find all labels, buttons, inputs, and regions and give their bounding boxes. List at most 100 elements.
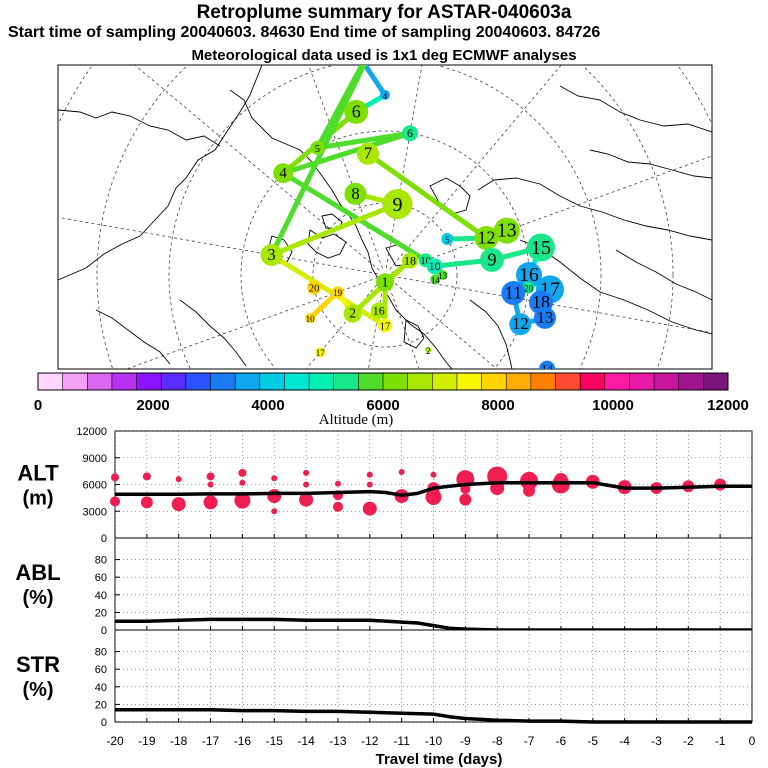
page-title: Retroplume summary for ASTAR-040603a (196, 2, 572, 23)
plume-marker-dot (302, 30, 312, 40)
altitude-scatter-point (430, 471, 437, 478)
colorbar-swatch (580, 373, 606, 390)
colorbar-swatch (185, 373, 211, 390)
plume-marker-dot (518, 408, 538, 428)
colorbar-tick-label: 2000 (136, 397, 169, 414)
plume-marker-dot (378, 318, 392, 333)
plume-marker: 18 (353, 26, 365, 38)
meridian-line (389, 65, 562, 270)
y-tick-label: 20 (95, 607, 107, 619)
colorbar-swatch (210, 373, 236, 390)
plume-marker: 2 (425, 346, 432, 356)
y-tick-label: 6000 (83, 480, 107, 492)
altitude-colorbar: 0 2000 4000 6000 8000 10000 12000 (34, 372, 749, 414)
y-tick-label: 80 (95, 647, 107, 659)
plume-marker-dot (273, 163, 294, 184)
altitude-scatter-point (303, 469, 310, 476)
altitude-scatter-point (334, 480, 341, 487)
plume-marker: 4 (273, 163, 294, 184)
x-tick-label: -5 (587, 734, 598, 748)
panel-title: STR (16, 652, 60, 677)
plume-track-segment (280, 130, 413, 176)
plume-marker: 12 (509, 313, 532, 336)
altitude-scatter-point (366, 481, 373, 488)
plume-marker-dot (370, 302, 387, 319)
plume-track-segment (269, 65, 367, 258)
y-tick-label: 40 (95, 590, 107, 602)
meridian-line (58, 216, 378, 275)
altitude-scatter-point (553, 473, 568, 488)
plume-marker: 13 (437, 270, 448, 281)
colorbar-swatch (136, 373, 162, 390)
plume-track-segment (365, 151, 489, 241)
plume-marker: 5 (310, 140, 325, 155)
colorbar-swatch (383, 373, 409, 390)
plume-marker-label: 15 (520, 410, 535, 426)
plume-marker: 4 (380, 90, 390, 101)
latitude-circle (168, 65, 602, 369)
plume-marker-dot (376, 273, 394, 292)
plume-marker-label: 10 (420, 256, 431, 267)
y-tick-label: 9000 (83, 453, 107, 465)
plume-marker-label: 12 (348, 43, 359, 54)
plume-marker: 15 (518, 408, 538, 428)
plume-marker-dot (437, 270, 448, 280)
altitude-scatter-point (332, 501, 343, 512)
plume-marker-label: 4 (383, 91, 388, 101)
altitude-scatter-point (459, 493, 472, 506)
plume-marker-label: 10 (306, 314, 316, 324)
plume-track-segment (307, 289, 341, 321)
altitude-scatter-point (203, 495, 218, 510)
plume-marker-dot (474, 226, 499, 251)
plume-marker-dot (426, 258, 443, 275)
plume-marker-dot (331, 286, 344, 299)
plume-marker: 6 (344, 99, 369, 124)
plume-marker-dot (533, 306, 556, 329)
y-tick-label: 12000 (76, 426, 107, 438)
plume-marker-label: 16 (519, 265, 539, 286)
plume-marker-label: 20 (309, 284, 320, 295)
altitude-scatter-point (239, 479, 246, 486)
plume-marker: 10 (305, 313, 316, 324)
x-tick-label: -19 (138, 734, 156, 748)
plume-marker-dot (479, 247, 504, 272)
x-tick-label: -4 (619, 734, 630, 748)
x-tick-label: -16 (234, 734, 252, 748)
colorbar-tick-label: 4000 (251, 397, 284, 414)
plume-marker-label: 4 (279, 166, 287, 182)
plume-marker-dot (430, 274, 441, 285)
plume-marker-label: 17 (380, 321, 391, 332)
panel-alt: 0 3000 6000 9000 12000 ALT(m) (17, 426, 753, 545)
panel-unit: (%) (22, 679, 53, 701)
plume-marker-label: 15 (531, 237, 551, 259)
plume-track-segment (280, 170, 429, 263)
x-tick-label: -6 (556, 734, 567, 748)
plume-marker-label: 18 (404, 254, 416, 268)
y-tick-label: 20 (95, 699, 107, 711)
colorbar-tick-label: 6000 (366, 397, 399, 414)
colorbar-swatch (530, 373, 556, 390)
plume-marker-label: 8 (351, 184, 359, 203)
colorbar-swatch (333, 373, 359, 390)
plume-marker-dot (376, 25, 386, 35)
plume-marker-dot (529, 395, 549, 415)
plume-marker: 14 (539, 360, 556, 369)
plume-marker: 20 (522, 281, 535, 294)
x-tick-label: -11 (393, 734, 410, 748)
panel-str: 0 20 40 60 80 STR(%) (16, 629, 753, 729)
plume-track-segment (314, 65, 365, 151)
latitude-circle (96, 65, 674, 369)
x-tick-label: -13 (329, 734, 347, 748)
plume-marker-dot (346, 40, 360, 54)
plume-marker-label: 2 (426, 346, 431, 356)
colorbar-swatch (87, 373, 113, 390)
plume-track-segment (314, 130, 413, 151)
colorbar-label: Altitude (m) (319, 412, 394, 428)
plume-marker-label: 9 (487, 249, 496, 269)
plume-marker-label: 18 (355, 28, 365, 38)
altitude-scatter-point (362, 501, 377, 516)
plume-marker-label: 19 (333, 288, 343, 298)
x-tick-label: -12 (361, 734, 379, 748)
plume-marker-dot (516, 262, 542, 288)
